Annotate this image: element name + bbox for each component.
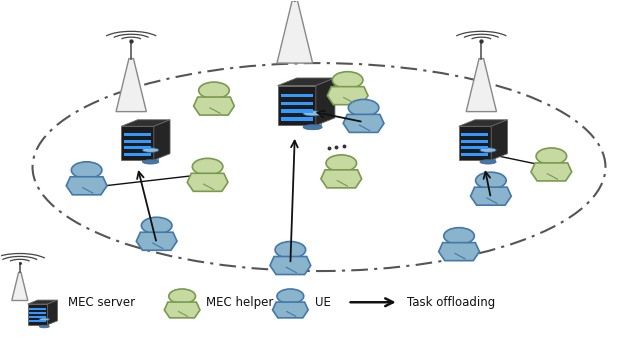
Polygon shape	[343, 114, 384, 132]
Polygon shape	[29, 313, 46, 314]
Ellipse shape	[480, 160, 496, 164]
Polygon shape	[29, 316, 46, 318]
Circle shape	[536, 148, 567, 165]
Polygon shape	[461, 147, 489, 149]
Ellipse shape	[303, 111, 322, 116]
Text: Task offloading: Task offloading	[407, 296, 495, 309]
Polygon shape	[124, 133, 151, 136]
Polygon shape	[272, 302, 308, 318]
Polygon shape	[321, 170, 362, 188]
Ellipse shape	[303, 125, 322, 130]
Polygon shape	[461, 140, 489, 143]
Circle shape	[277, 289, 304, 303]
Circle shape	[192, 158, 223, 175]
Polygon shape	[491, 120, 507, 160]
Text: UE: UE	[315, 296, 330, 309]
Circle shape	[198, 82, 229, 99]
Polygon shape	[187, 173, 228, 191]
Text: MEC helper: MEC helper	[205, 296, 273, 309]
Circle shape	[142, 217, 172, 234]
Polygon shape	[531, 163, 572, 181]
Polygon shape	[121, 120, 170, 126]
Circle shape	[275, 242, 306, 258]
Polygon shape	[66, 177, 107, 195]
Polygon shape	[27, 304, 48, 325]
Polygon shape	[142, 150, 159, 162]
Polygon shape	[316, 78, 335, 126]
Ellipse shape	[480, 148, 496, 152]
Circle shape	[444, 228, 474, 244]
Ellipse shape	[40, 318, 49, 321]
Polygon shape	[48, 300, 57, 325]
Polygon shape	[281, 102, 313, 105]
Polygon shape	[137, 232, 177, 250]
Polygon shape	[439, 243, 479, 261]
Polygon shape	[278, 86, 316, 126]
Polygon shape	[29, 308, 46, 310]
Polygon shape	[281, 109, 313, 113]
Circle shape	[169, 289, 195, 303]
Polygon shape	[461, 133, 489, 136]
Polygon shape	[278, 78, 335, 86]
Circle shape	[475, 172, 506, 189]
Polygon shape	[121, 126, 154, 160]
Ellipse shape	[142, 148, 159, 152]
Ellipse shape	[142, 160, 159, 164]
Circle shape	[326, 155, 357, 172]
Polygon shape	[281, 94, 313, 97]
Text: MEC server: MEC server	[68, 296, 135, 309]
Polygon shape	[27, 300, 57, 304]
Polygon shape	[154, 120, 170, 160]
Polygon shape	[124, 140, 151, 143]
Polygon shape	[124, 153, 151, 156]
Polygon shape	[459, 126, 491, 160]
Polygon shape	[270, 256, 311, 275]
Polygon shape	[281, 117, 313, 121]
Circle shape	[348, 100, 379, 116]
Polygon shape	[461, 153, 489, 156]
Polygon shape	[466, 58, 496, 112]
Polygon shape	[165, 302, 200, 318]
Ellipse shape	[40, 325, 49, 328]
Polygon shape	[327, 87, 368, 105]
Polygon shape	[470, 187, 511, 205]
Polygon shape	[480, 150, 496, 162]
Polygon shape	[11, 272, 28, 301]
Polygon shape	[124, 147, 151, 149]
Polygon shape	[459, 120, 507, 126]
Polygon shape	[277, 1, 313, 63]
Polygon shape	[29, 321, 46, 322]
Polygon shape	[40, 319, 49, 326]
Polygon shape	[193, 97, 234, 115]
Circle shape	[71, 162, 102, 179]
Polygon shape	[116, 58, 146, 112]
Circle shape	[332, 72, 363, 88]
Polygon shape	[303, 113, 322, 127]
